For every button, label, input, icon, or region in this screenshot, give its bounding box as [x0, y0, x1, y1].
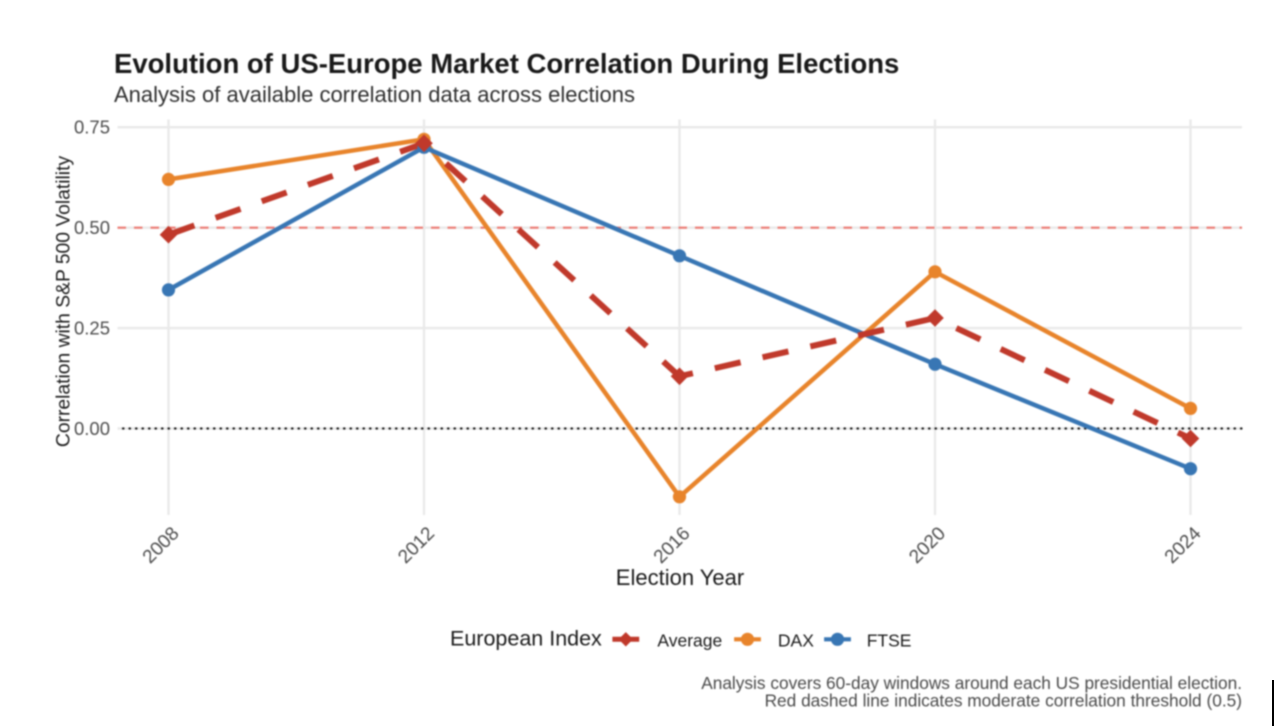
svg-text:0.25: 0.25 — [74, 318, 110, 339]
svg-text:European Index: European Index — [450, 626, 602, 650]
svg-text:Correlation with S&P 500 Volat: Correlation with S&P 500 Volatility — [54, 156, 75, 448]
svg-text:Evolution of US-Europe Market: Evolution of US-Europe Market Correlatio… — [114, 48, 899, 79]
svg-text:0.50: 0.50 — [74, 217, 110, 238]
svg-text:0.00: 0.00 — [74, 418, 110, 439]
svg-text:0.75: 0.75 — [74, 117, 110, 138]
svg-text:Red dashed line indicates mode: Red dashed line indicates moderate corre… — [765, 691, 1242, 711]
svg-text:Average: Average — [657, 630, 722, 650]
svg-text:Analysis covers 60-day windows: Analysis covers 60-day windows around ea… — [701, 673, 1242, 693]
svg-text:Analysis of available correlat: Analysis of available correlation data a… — [114, 82, 635, 107]
svg-text:Election Year: Election Year — [616, 565, 744, 590]
svg-text:DAX: DAX — [778, 630, 814, 650]
svg-text:FTSE: FTSE — [867, 630, 912, 650]
